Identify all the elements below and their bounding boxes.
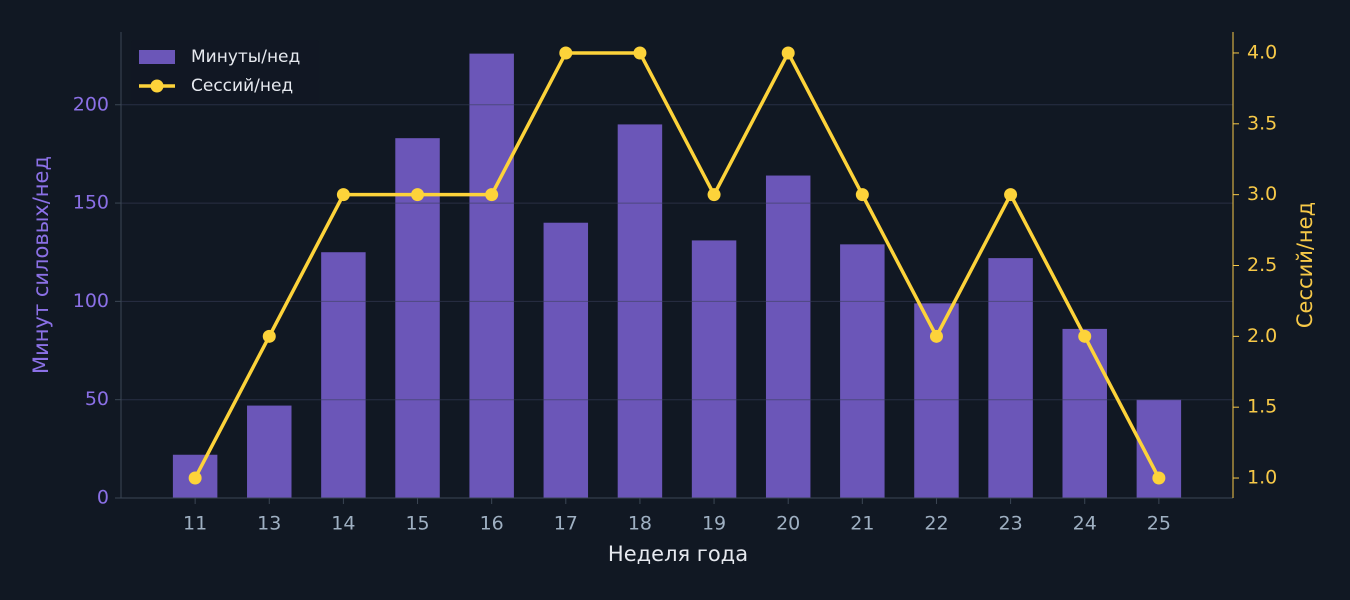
marker: [1152, 471, 1166, 485]
legend-label: Сессий/нед: [191, 76, 293, 96]
bar: [543, 222, 589, 498]
marker: [336, 188, 350, 202]
y-tick-label: 0: [97, 487, 109, 509]
marker: [1004, 188, 1018, 202]
marker: [188, 471, 202, 485]
y2-tick-label: 3.5: [1247, 112, 1277, 134]
marker: [1078, 329, 1092, 343]
marker: [559, 46, 573, 60]
x-tick-label: 21: [850, 513, 874, 535]
line: [193, 51, 1161, 479]
y2-axis-label: Сессий/нед: [1293, 202, 1317, 328]
y-tick-label: 50: [85, 388, 109, 410]
x-tick-label: 18: [628, 513, 652, 535]
x-tick-label: 17: [554, 513, 578, 535]
bar: [469, 53, 514, 498]
bar: [988, 258, 1033, 498]
bar: [765, 175, 811, 498]
x-tick-label: 23: [999, 513, 1023, 535]
bar: [1062, 328, 1107, 498]
marker: [411, 188, 425, 202]
x-tick-label: 22: [924, 513, 948, 535]
bar: [840, 244, 885, 498]
y-tick-label: 200: [73, 93, 109, 115]
legend-box: [131, 40, 319, 104]
legend: Минуты/нед Сессий/нед: [131, 40, 319, 104]
bar: [321, 252, 366, 498]
bar: [247, 405, 292, 498]
marker: [262, 329, 276, 343]
bar: [617, 124, 663, 498]
y2-tick-label: 2.5: [1247, 254, 1277, 276]
marker: [485, 188, 499, 202]
x-tick-label: 24: [1073, 513, 1097, 535]
y2-tick-label: 3.0: [1247, 183, 1277, 205]
y2-tick-label: 2.0: [1247, 325, 1277, 347]
legend-marker: [150, 79, 164, 93]
y2-tick-label: 1.0: [1247, 467, 1277, 489]
x-tick-label: 19: [702, 513, 726, 535]
x-tick-label: 16: [480, 513, 504, 535]
y2-tick-label: 1.5: [1247, 396, 1277, 418]
legend-swatch: [139, 50, 175, 64]
marker: [707, 188, 721, 202]
marker: [633, 46, 647, 60]
y-tick-label: 150: [73, 192, 109, 214]
x-tick-label: 15: [405, 513, 429, 535]
x-tick-label: 13: [257, 513, 281, 535]
x-tick-label: 25: [1147, 513, 1171, 535]
y2-tick-label: 4.0: [1247, 41, 1277, 63]
legend-label: Минуты/нед: [191, 47, 300, 67]
marker: [781, 46, 795, 60]
y-tick-label: 100: [73, 290, 109, 312]
y-axis-label: Минут силовых/нед: [29, 156, 53, 374]
marker: [929, 329, 943, 343]
x-tick-label: 14: [331, 513, 355, 535]
x-axis-label: Неделя года: [608, 542, 748, 566]
bar: [691, 240, 737, 498]
x-tick-label: 20: [776, 513, 800, 535]
x-tick-label: 11: [183, 513, 207, 535]
marker: [855, 188, 869, 202]
